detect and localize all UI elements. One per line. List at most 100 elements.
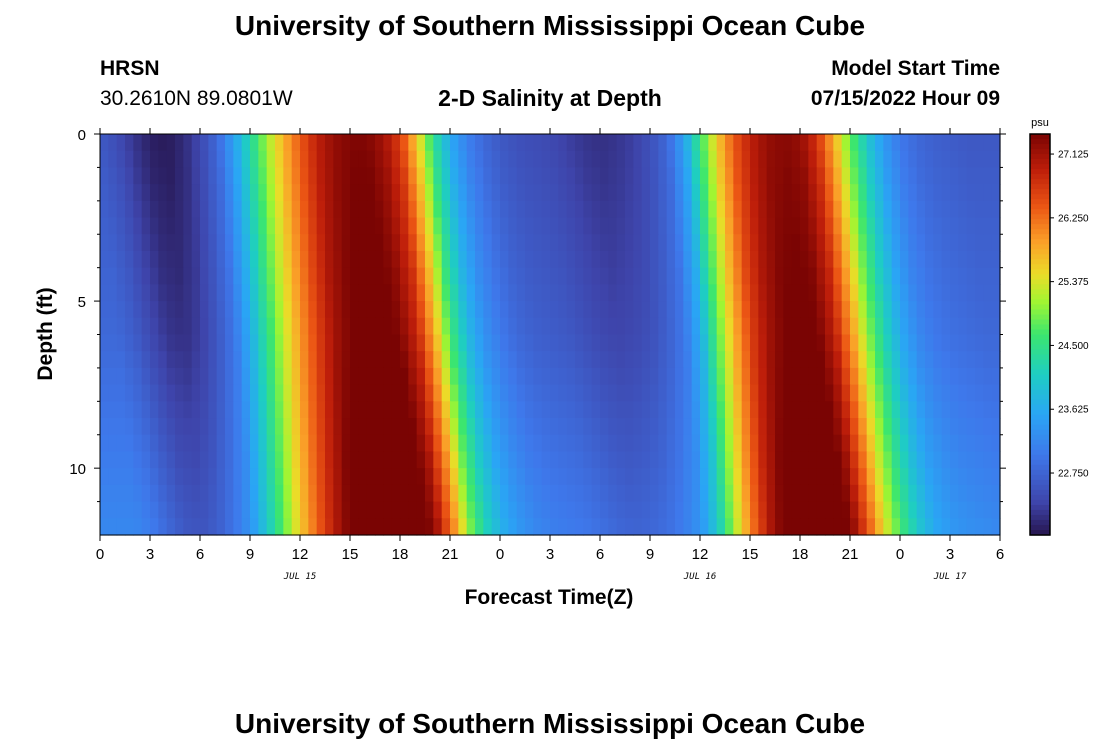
heatmap-cell [258,184,268,202]
heatmap-cell [100,451,109,469]
heatmap-cell [416,267,426,285]
heatmap-cell [216,501,226,519]
heatmap-cell [966,518,976,536]
heatmap-cell [216,200,226,219]
heatmap-cell [858,167,868,185]
x-tick-label: 21 [442,546,459,563]
heatmap-cell [625,134,634,152]
heatmap-cell [400,150,409,169]
heatmap-cell [216,134,226,152]
heatmap-cell [941,317,951,336]
heatmap-cell [558,401,568,419]
heatmap-cell [475,284,484,302]
heatmap-cell [391,384,401,402]
heatmap-cell [900,150,909,169]
heatmap-cell [550,367,559,386]
heatmap-cell [325,217,334,235]
heatmap-cell [891,250,901,269]
colorbar-segment [1030,209,1050,215]
heatmap-cell [366,418,376,436]
heatmap-cell [100,150,109,169]
heatmap-cell [708,484,718,503]
heatmap-cell [716,200,726,219]
colorbar-segment [1030,514,1050,521]
heatmap-cell [525,334,534,352]
heatmap-cell [183,150,193,169]
heatmap-cell [383,401,393,419]
heatmap-cell [425,518,434,536]
colorbar-segment [1030,519,1050,526]
heatmap-cell [466,150,476,169]
heatmap-cell [508,267,518,285]
heatmap-cell [475,451,484,469]
heatmap-cell [666,284,676,302]
heatmap-cell [925,167,934,185]
heatmap-cell [216,484,226,503]
heatmap-cell [458,134,468,152]
heatmap-cell [466,267,476,285]
heatmap-cell [625,301,634,319]
heatmap-cell [150,250,159,269]
heatmap-cell [275,184,284,202]
heatmap-cell [183,267,193,285]
heatmap-cell [608,317,618,336]
heatmap-cell [600,468,609,486]
heatmap-cell [200,317,209,336]
heatmap-cell [400,267,409,285]
heatmap-cell [733,418,743,436]
heatmap-cell [758,468,768,486]
heatmap-cell [758,484,768,503]
heatmap-cell [641,217,651,235]
heatmap-cell [116,167,126,185]
heatmap-cell [725,301,734,319]
colorbar-segment [1030,349,1050,356]
heatmap-cell [383,418,393,436]
heatmap-cell [858,401,868,419]
heatmap-cell [150,301,159,319]
heatmap-cell [916,367,926,386]
x-tick-label: 21 [842,546,859,563]
heatmap-cell [391,134,401,152]
heatmap-cell [733,367,743,386]
heatmap-cell [600,284,609,302]
heatmap-cell [833,484,843,503]
heatmap-cell [533,267,543,285]
heatmap-cell [291,267,301,285]
heatmap-cell [408,134,418,152]
heatmap-cell [616,451,626,469]
colorbar-segment [1030,149,1050,155]
heatmap-cell [783,200,793,219]
heatmap-cell [416,434,426,453]
heatmap-cell [575,150,584,169]
heatmap-cell [191,200,201,219]
heatmap-cell [850,418,859,436]
heatmap-cell [291,451,301,469]
heatmap-cell [133,384,143,402]
heatmap-cell [533,200,543,219]
heatmap-cell [866,484,876,503]
heatmap-cell [766,184,776,202]
heatmap-cell [916,134,926,152]
heatmap-cell [366,301,376,319]
heatmap-cell [150,434,159,453]
heatmap-cell [658,284,668,302]
heatmap-cell [191,267,201,285]
heatmap-cell [508,150,518,169]
heatmap-cell [758,301,768,319]
heatmap-cell [916,317,926,336]
heatmap-cell [641,351,651,369]
heatmap-cell [941,250,951,269]
colorbar-segment [1030,379,1050,386]
heatmap-cell [466,418,476,436]
heatmap-cell [133,217,143,235]
heatmap-cell [658,351,668,369]
heatmap-cell [858,301,868,319]
heatmap-cell [991,284,1001,302]
heatmap-cell [691,418,701,436]
heatmap-cell [941,434,951,453]
heatmap-cell [175,451,184,469]
heatmap-cell [733,451,743,469]
heatmap-cell [683,284,693,302]
heatmap-cell [375,184,384,202]
heatmap-cell [325,267,334,285]
